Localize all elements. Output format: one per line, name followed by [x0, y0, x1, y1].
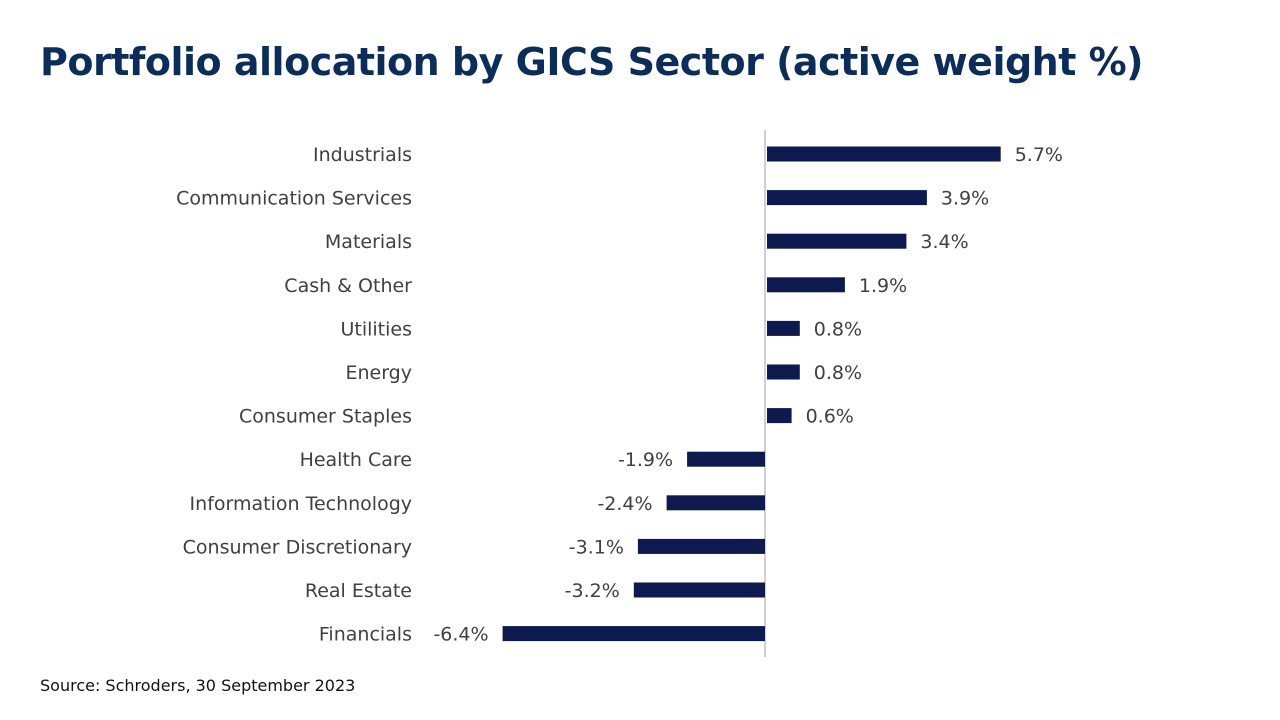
data-label: -3.2%: [565, 580, 620, 602]
category-label: Consumer Discretionary: [183, 536, 412, 558]
bar-consumer-discretionary: [637, 538, 765, 554]
bar-financials: [502, 626, 765, 642]
data-label: 3.9%: [941, 188, 989, 210]
bar-utilities: [767, 320, 800, 336]
bar-materials: [767, 233, 907, 249]
category-label: Industrials: [313, 144, 412, 166]
bar-real-estate: [633, 582, 765, 598]
category-label: Information Technology: [190, 493, 412, 515]
bar-industrials: [767, 146, 1001, 162]
bar-consumer-staples: [767, 408, 792, 424]
category-label: Health Care: [300, 449, 412, 471]
category-label: Financials: [319, 624, 412, 646]
data-label: 0.8%: [814, 318, 862, 340]
data-label: -3.1%: [569, 536, 624, 558]
category-label: Consumer Staples: [239, 406, 412, 428]
data-label: 3.4%: [920, 231, 968, 253]
bar-communication-services: [767, 190, 927, 206]
data-label: 1.9%: [859, 275, 907, 297]
category-label: Cash & Other: [284, 275, 412, 297]
bar-health-care: [687, 451, 765, 467]
data-label: -2.4%: [597, 493, 652, 515]
category-label: Real Estate: [305, 580, 412, 602]
category-label: Communication Services: [176, 188, 412, 210]
bar-information-technology: [666, 495, 765, 511]
data-label: 0.8%: [814, 362, 862, 384]
category-label: Materials: [325, 231, 412, 253]
data-label: -6.4%: [433, 624, 488, 646]
data-label: 5.7%: [1015, 144, 1063, 166]
data-label: -1.9%: [618, 449, 673, 471]
data-label: 0.6%: [806, 406, 854, 428]
category-label: Energy: [345, 362, 412, 384]
bar-cash-other: [767, 277, 845, 293]
bar-energy: [767, 364, 800, 380]
slide-title: Portfolio allocation by GICS Sector (act…: [40, 40, 1144, 84]
category-label: Utilities: [340, 318, 412, 340]
source-note: Source: Schroders, 30 September 2023: [40, 676, 356, 695]
